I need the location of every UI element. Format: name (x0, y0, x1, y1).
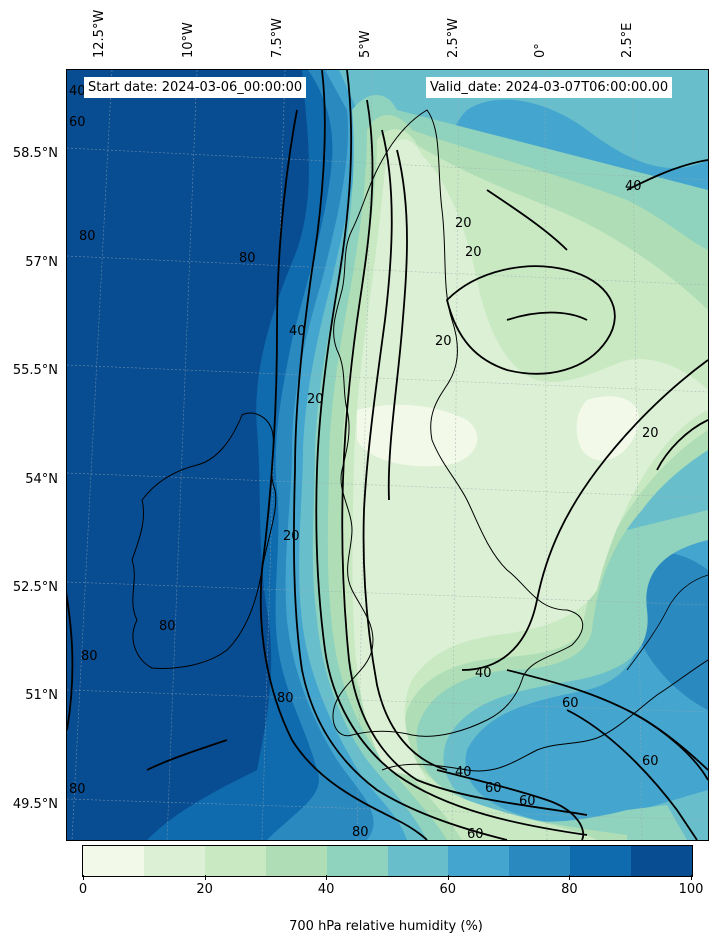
contour-label: 80 (277, 691, 294, 706)
colorbar-label: 700 hPa relative humidity (%) (289, 919, 483, 934)
contour-label: 60 (519, 794, 536, 809)
lon-label-5w: 5°W (358, 30, 373, 58)
colorbar-segment (326, 846, 388, 876)
lon-label-10w: 10°W (181, 22, 196, 58)
valid-date-label: Valid_date: 2024-03-07T06:00:00.00 (426, 77, 673, 98)
contour-label: 20 (307, 392, 324, 407)
contour-label: 60 (642, 754, 659, 769)
lat-label-57n: 57°N (25, 255, 58, 270)
contour-label: 40 (625, 179, 642, 194)
lon-label-12.5w: 12.5°W (92, 9, 107, 58)
lat-label-51n: 51°N (25, 688, 58, 703)
colorbar-tick (326, 875, 328, 880)
continent-borders (626, 574, 708, 671)
lat-label-55.5n: 55.5°N (12, 363, 58, 378)
france-coastline (381, 659, 708, 772)
contour-lines (67, 70, 708, 840)
band-0-10 (357, 404, 478, 467)
map-canvas: 40 60 80 80 80 40 20 20 20 40 20 20 20 4… (67, 70, 708, 840)
contour-label: 80 (352, 825, 369, 840)
colorbar-segment (631, 846, 693, 876)
contour-label: 60 (467, 827, 484, 840)
contour-label: 80 (69, 782, 86, 797)
colorbar-segment (204, 846, 266, 876)
contour-label: 80 (79, 229, 96, 244)
colorbar-tick (569, 875, 571, 880)
contour-label: 60 (69, 115, 86, 130)
colorbar-tick (447, 875, 449, 880)
contour-label: 20 (435, 334, 452, 349)
contour-label: 80 (159, 619, 176, 634)
contour-label: 80 (81, 649, 98, 664)
lon-label-2.5w: 2.5°W (446, 17, 461, 58)
colorbar-tick-label: 100 (678, 882, 704, 897)
colorbar-tick-label: 20 (196, 882, 213, 897)
contour-label: 40 (475, 666, 492, 681)
lat-label-52.5n: 52.5°N (12, 580, 58, 595)
colorbar-segment (143, 846, 205, 876)
gb-coastline (332, 109, 584, 737)
colorbar-segment (448, 846, 510, 876)
start-date-label: Start date: 2024-03-06_00:00:00 (84, 77, 307, 98)
lon-label-0: 0° (533, 43, 548, 58)
contour-label: 80 (239, 251, 256, 266)
colorbar (82, 845, 693, 877)
contour-label: 20 (455, 216, 472, 231)
lat-label-54n: 54°N (25, 472, 58, 487)
colorbar-segment (83, 846, 144, 876)
band-10-20 (352, 139, 708, 780)
lon-label-7.5w: 7.5°W (270, 17, 285, 58)
contour-label: 60 (485, 781, 502, 796)
contour-label: 40 (69, 84, 86, 99)
colorbar-tick-label: 60 (439, 882, 457, 897)
colorbar-tick-label: 40 (317, 882, 335, 897)
humidity-map: 40 60 80 80 80 40 20 20 20 40 20 20 20 4… (66, 69, 709, 841)
colorbar-segment (570, 846, 632, 876)
east-humid-patch (627, 552, 708, 710)
colorbar-tick-label: 0 (78, 882, 88, 897)
colorbar-tick-label: 80 (561, 882, 578, 897)
contour-label: 20 (642, 426, 659, 441)
colorbar-segment (265, 846, 327, 876)
lat-label-49.5n: 49.5°N (12, 797, 58, 812)
colorbar-tick (691, 875, 692, 880)
colorbar-segment (387, 846, 449, 876)
contour-label-group: 40 60 80 80 80 40 20 20 20 40 20 20 20 4… (69, 84, 659, 840)
contour-label: 40 (289, 324, 306, 339)
contour-label: 40 (455, 765, 472, 780)
contour-label: 20 (465, 245, 482, 260)
band-0-10-east (576, 396, 639, 461)
colorbar-segment (509, 846, 571, 876)
contour-label: 20 (283, 529, 300, 544)
lat-label-58.5n: 58.5°N (12, 146, 58, 161)
colorbar-tick (204, 875, 206, 880)
contour-label: 60 (562, 696, 579, 711)
colorbar-tick (83, 875, 84, 880)
lon-label-2.5e: 2.5°E (620, 22, 635, 58)
